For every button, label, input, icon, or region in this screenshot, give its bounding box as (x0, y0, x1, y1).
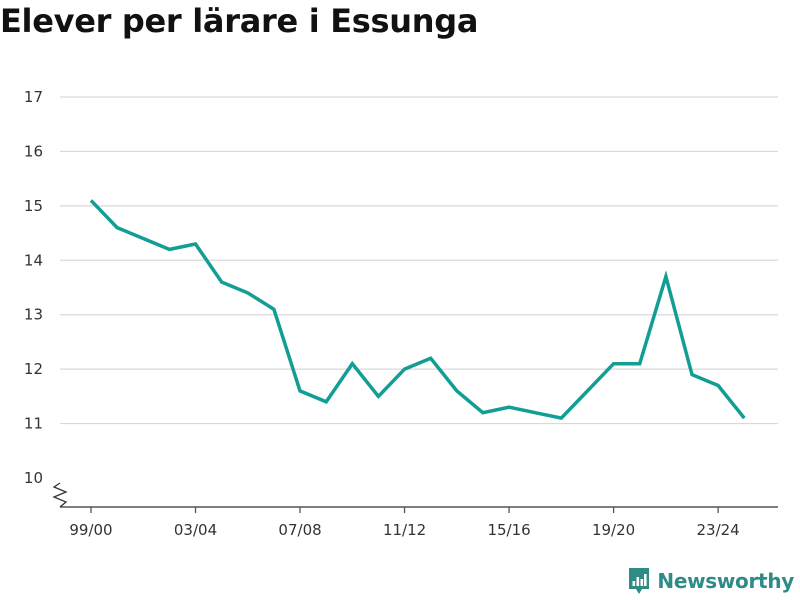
y-tick-label: 15 (24, 197, 43, 215)
y-tick-label: 17 (24, 88, 43, 106)
y-tick-label: 10 (24, 469, 43, 487)
newsworthy-logo-icon (629, 568, 650, 594)
chart-title: Elever per lärare i Essunga (0, 2, 479, 40)
x-tick-label: 03/04 (174, 521, 217, 539)
y-tick-label: 16 (24, 142, 43, 160)
gridlines (60, 96, 778, 425)
x-tick-label: 99/00 (69, 521, 112, 539)
x-axis-labels: 99/00 03/04 07/08 11/12 15/16 19/20 23/24 (69, 521, 739, 539)
series-layer (89, 199, 746, 421)
x-tick-label: 11/12 (383, 521, 426, 539)
x-tick-label: 19/20 (592, 521, 635, 539)
y-tick-label: 12 (24, 360, 43, 378)
y-tick-label: 14 (24, 251, 43, 269)
x-tick-label: 23/24 (697, 521, 740, 539)
newsworthy-logo: Newsworthy (627, 567, 794, 595)
axis-break-icon (52, 482, 68, 508)
y-axis-labels: 10 11 12 13 14 15 16 17 (24, 88, 43, 487)
x-tick-label: 15/16 (487, 521, 530, 539)
y-tick-label: 11 (24, 415, 43, 433)
x-tick-label: 07/08 (278, 521, 321, 539)
y-tick-label: 13 (24, 306, 43, 324)
series-line (89, 199, 746, 421)
newsworthy-logo-text: Newsworthy (657, 569, 794, 593)
x-axis (52, 482, 778, 513)
